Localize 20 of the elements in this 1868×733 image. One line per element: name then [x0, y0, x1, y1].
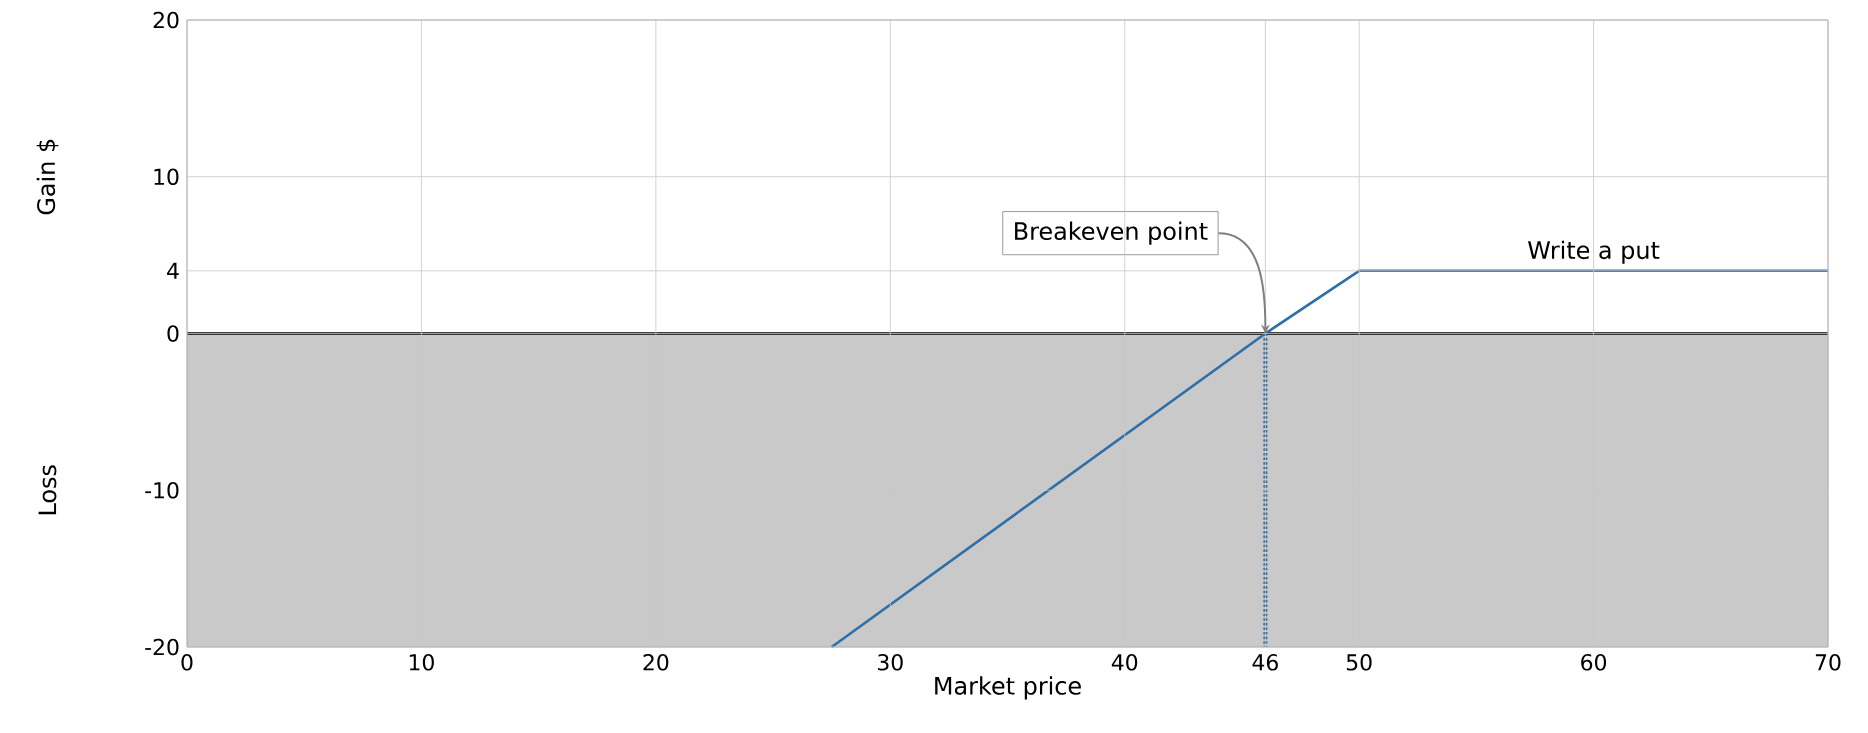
y-axis-title: Gain $	[36, 139, 59, 215]
annotation: Breakeven point	[1015, 221, 1208, 245]
x-tick-label: 50	[1346, 654, 1372, 671]
x-tick-label: 30	[878, 654, 903, 671]
series-label: Write a put	[1528, 240, 1660, 264]
y-tick-label: -10	[145, 481, 179, 499]
x-tick-label: 20	[643, 654, 669, 671]
x-tick-label: 0	[181, 654, 193, 671]
x-tick-label: 40	[1111, 654, 1138, 671]
y-tick-label: 4	[167, 262, 179, 279]
x-axis-title: Market price	[935, 676, 1081, 700]
y-tick-label: 0	[167, 325, 179, 342]
x-tick-label: 70	[1815, 654, 1841, 671]
x-tick-label: 60	[1581, 654, 1607, 671]
x-tick-label: 10	[409, 654, 434, 671]
y-tick-label: -20	[145, 638, 179, 656]
text: Loss	[38, 465, 57, 515]
y-tick-label: 20	[153, 11, 179, 29]
y-tick-label: 10	[154, 168, 179, 186]
x-tick-label: 46	[1252, 654, 1278, 671]
